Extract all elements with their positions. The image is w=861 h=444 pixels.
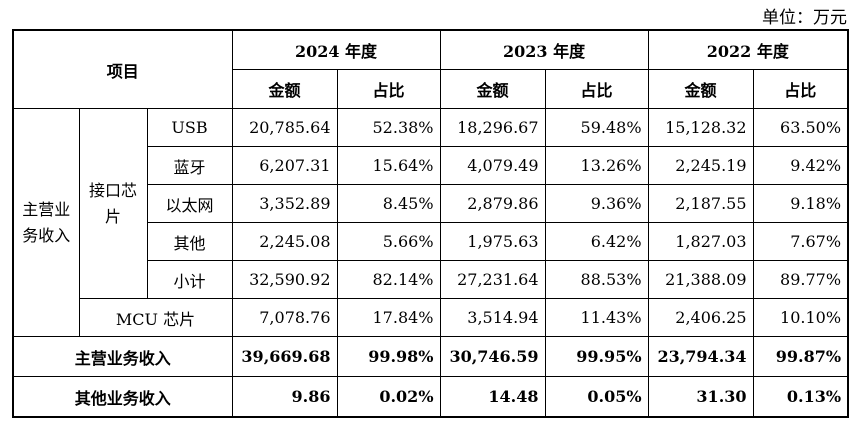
cell: 99.87% [752, 336, 849, 377]
cell: 99.95% [544, 336, 649, 377]
cell: 14.48 [439, 376, 546, 418]
cell: 7,078.76 [231, 298, 338, 337]
row-label: USB [146, 108, 233, 147]
row-label: 蓝牙 [146, 146, 233, 185]
cell: 17.84% [336, 298, 441, 337]
cell: 7.67% [752, 222, 849, 261]
cell: 6.42% [544, 222, 649, 261]
cell: 99.98% [336, 336, 441, 377]
group-main-revenue: 主营业务收入 [12, 108, 80, 337]
cell: 63.50% [752, 108, 849, 147]
cell: 18,296.67 [439, 108, 546, 147]
cell: 5.66% [336, 222, 441, 261]
cell: 88.53% [544, 260, 649, 299]
cell: 10.10% [752, 298, 849, 337]
header-item: 项目 [12, 29, 233, 109]
cell: 39,669.68 [231, 336, 338, 377]
table-row: 主营业务收入 接口芯片 USB 20,785.64 52.38% 18,296.… [12, 108, 849, 337]
header-ratio: 占比 [544, 69, 649, 109]
cell: 2,245.08 [231, 222, 338, 261]
cell: 13.26% [544, 146, 649, 185]
table-row: 以太网 3,352.89 8.45% 2,879.86 9.36% 2,187.… [13, 184, 849, 223]
cell: 11.43% [544, 298, 649, 337]
cell: 2,245.19 [647, 146, 754, 185]
cell: 32,590.92 [231, 260, 338, 299]
total-row: 主营业务收入 39,669.68 99.98% 30,746.59 99.95%… [12, 336, 849, 377]
table-row: 蓝牙 6,207.31 15.64% 4,079.49 13.26% 2,245… [13, 146, 849, 185]
header-row-metrics: 金额 占比 金额 占比 金额 占比 [13, 69, 849, 109]
cell: 59.48% [544, 108, 649, 147]
cell: 52.38% [336, 108, 441, 147]
group-interface-chip: 接口芯片 [78, 108, 148, 299]
total-label: 其他业务收入 [12, 376, 233, 418]
cell: 0.13% [752, 376, 849, 418]
cell: 6,207.31 [231, 146, 338, 185]
total-row: 其他业务收入 9.86 0.02% 14.48 0.05% 31.30 0.13… [12, 376, 849, 418]
cell: 27,231.64 [439, 260, 546, 299]
cell: 8.45% [336, 184, 441, 223]
table-row: MCU 芯片 7,078.76 17.84% 3,514.94 11.43% 2… [13, 298, 849, 337]
header-amount: 金额 [231, 69, 338, 109]
cell: 9.18% [752, 184, 849, 223]
table-row: 小计 32,590.92 82.14% 27,231.64 88.53% 21,… [13, 260, 849, 299]
cell: 4,079.49 [439, 146, 546, 185]
cell: 30,746.59 [439, 336, 546, 377]
header-ratio: 占比 [752, 69, 849, 109]
header-ratio: 占比 [336, 69, 441, 109]
row-label: 其他 [146, 222, 233, 261]
cell: 23,794.34 [647, 336, 754, 377]
cell: 3,514.94 [439, 298, 546, 337]
header-row-years: 项目 2024 年度 2023 年度 2022 年度 [12, 29, 849, 109]
row-label: MCU 芯片 [78, 298, 233, 337]
cell: 0.05% [544, 376, 649, 418]
total-label: 主营业务收入 [12, 336, 233, 377]
cell: 9.36% [544, 184, 649, 223]
cell: 20,785.64 [231, 108, 338, 147]
cell: 82.14% [336, 260, 441, 299]
unit-label: 单位：万元 [762, 8, 847, 28]
cell: 2,879.86 [439, 184, 546, 223]
cell: 9.42% [752, 146, 849, 185]
cell: 15,128.32 [647, 108, 754, 147]
header-year-2023: 2023 年度 [439, 29, 649, 70]
header-year-2024: 2024 年度 [231, 29, 441, 70]
cell: 1,975.63 [439, 222, 546, 261]
cell: 9.86 [231, 376, 338, 418]
cell: 15.64% [336, 146, 441, 185]
cell: 31.30 [647, 376, 754, 418]
table-row: 其他 2,245.08 5.66% 1,975.63 6.42% 1,827.0… [13, 222, 849, 261]
row-label: 以太网 [146, 184, 233, 223]
header-amount: 金额 [647, 69, 754, 109]
header-amount: 金额 [439, 69, 546, 109]
row-label: 小计 [146, 260, 233, 299]
cell: 3,352.89 [231, 184, 338, 223]
cell: 2,187.55 [647, 184, 754, 223]
header-year-2022: 2022 年度 [647, 29, 849, 70]
cell: 1,827.03 [647, 222, 754, 261]
revenue-table: 项目 2024 年度 2023 年度 2022 年度 金额 占比 金额 占比 金… [12, 29, 850, 418]
cell: 2,406.25 [647, 298, 754, 337]
cell: 89.77% [752, 260, 849, 299]
cell: 0.02% [336, 376, 441, 418]
cell: 21,388.09 [647, 260, 754, 299]
